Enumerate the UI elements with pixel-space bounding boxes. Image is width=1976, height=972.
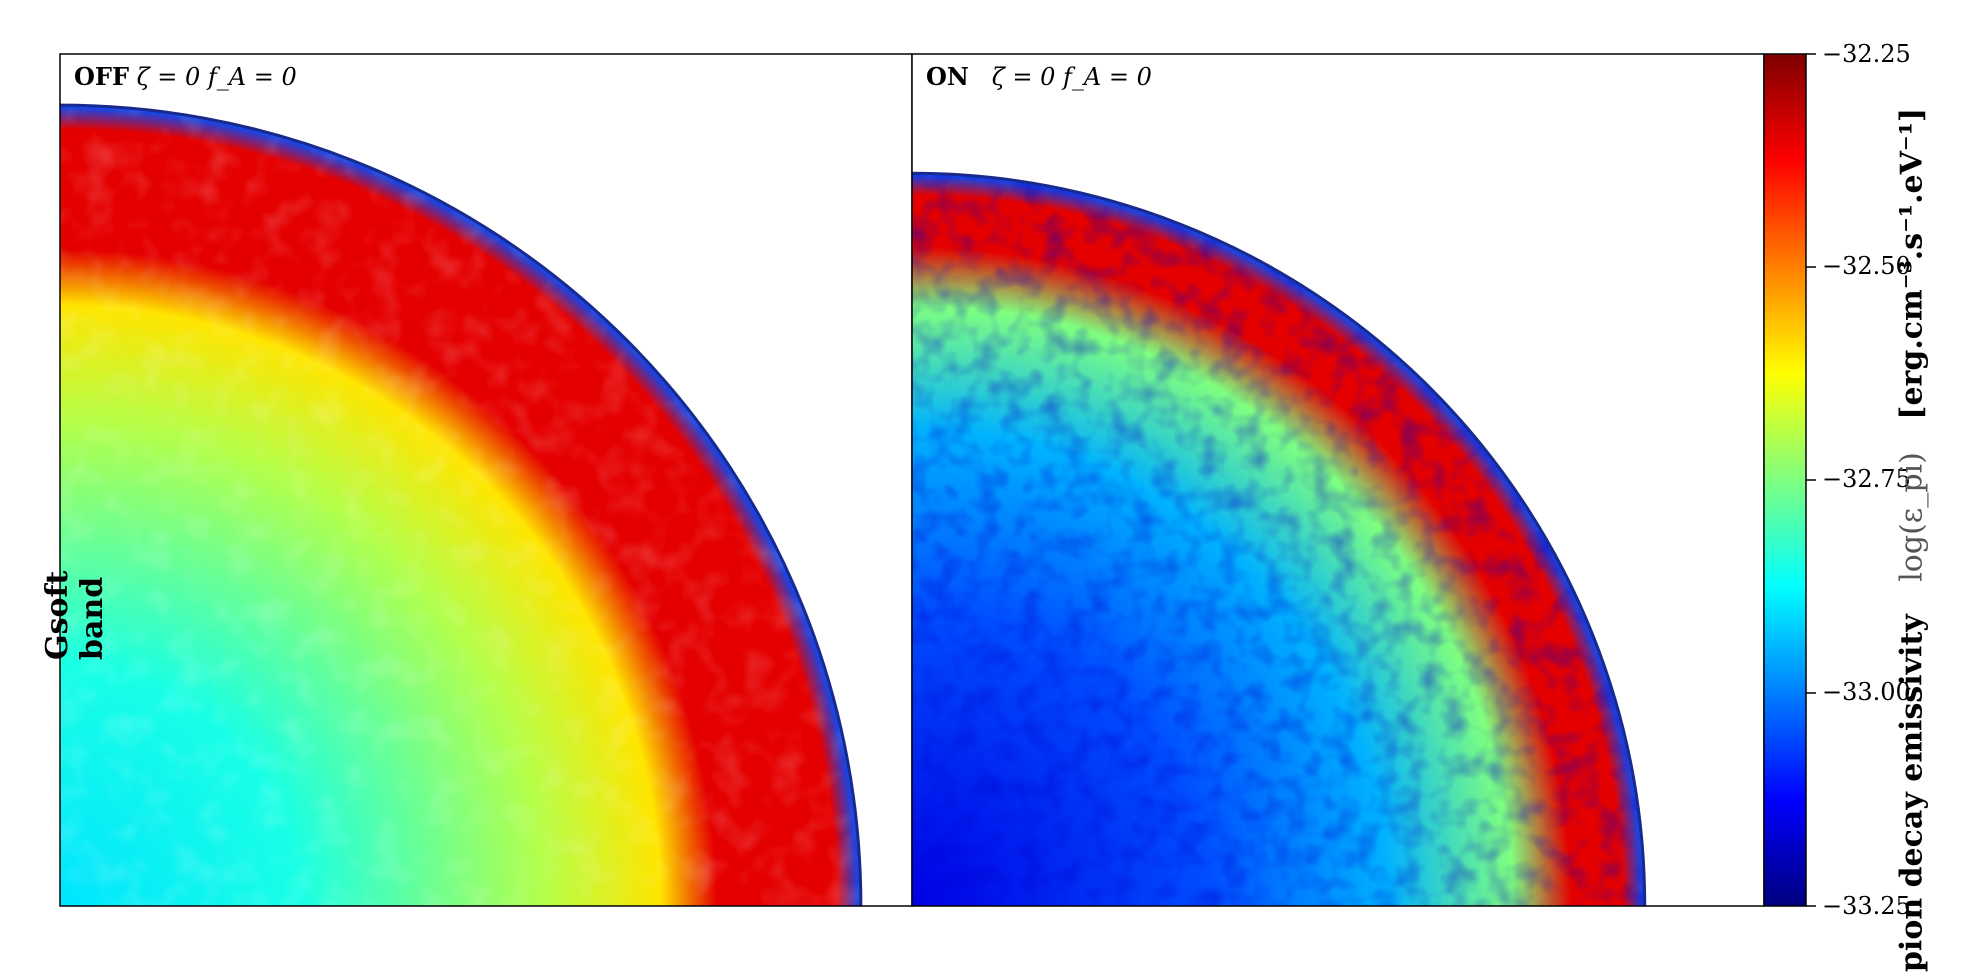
colorbar-tick-label: −33.25 xyxy=(1822,892,1911,920)
shock-front-edge xyxy=(60,103,863,906)
shock-front-edge xyxy=(912,171,1647,906)
colorbar xyxy=(1763,53,1807,907)
heatmap-panel xyxy=(911,53,1765,907)
heatmap-panel xyxy=(59,53,913,907)
colorbar-tick-label: −32.25 xyxy=(1822,40,1911,68)
colorbar-tick-label: −32.75 xyxy=(1822,465,1911,493)
panel-params-off: ζ = 0 f_A = 0 xyxy=(136,63,297,91)
colorbar-label-quantity: log(ε_pi) xyxy=(1894,452,1930,582)
emissivity-texture xyxy=(912,173,1645,906)
colorbar-tick-label: −33.00 xyxy=(1822,678,1911,706)
panel-params-on: ζ = 0 f_A = 0 xyxy=(991,63,1152,91)
colorbar-label-name: pion decay emissivity xyxy=(1894,614,1930,972)
colorbar-label-units: [erg.cm⁻³.s⁻¹.eV⁻¹] xyxy=(1894,107,1930,420)
emissivity-texture xyxy=(60,105,861,906)
panel-flag-on: ON xyxy=(926,62,969,91)
panel-label-off: OFF ζ = 0 f_A = 0 xyxy=(74,62,297,91)
row-label: Gsoft band xyxy=(40,570,110,660)
colorbar-tick-label: −32.50 xyxy=(1822,252,1911,280)
panel-label-on: ON ζ = 0 f_A = 0 xyxy=(926,62,1152,91)
panel-flag-off: OFF xyxy=(74,62,129,91)
